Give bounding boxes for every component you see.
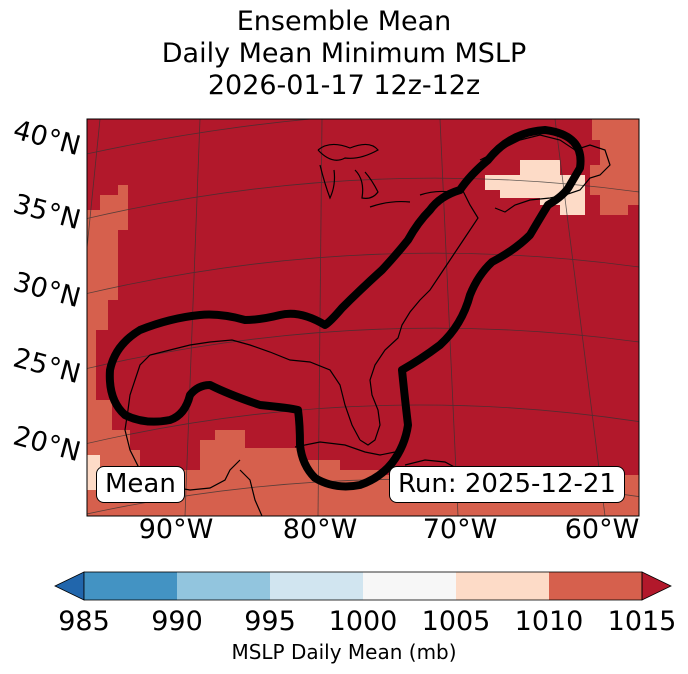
graticule-lon-100 bbox=[87, 119, 101, 253]
graticule-lon-70 bbox=[439, 119, 459, 516]
pressure-field-1005-1010-west bbox=[87, 185, 128, 360]
colorbar-tick-1005: 1005 bbox=[421, 606, 491, 637]
colorbar-bin-1005-1010 bbox=[456, 572, 549, 600]
colorbar-extend-min bbox=[54, 571, 85, 601]
colorbar-tick-995: 995 bbox=[244, 606, 296, 637]
pressure-field-1005-1010-northeast bbox=[590, 119, 639, 215]
colorbar-bin-1010-1015 bbox=[549, 572, 642, 600]
graticule-lat-40 bbox=[87, 119, 316, 155]
cuba-coast bbox=[294, 441, 396, 456]
title-line-1: Ensemble Mean bbox=[236, 6, 452, 37]
yucatan-coast bbox=[239, 469, 263, 516]
colorbar-bin-990-995 bbox=[177, 572, 270, 600]
colorbar-tick-990: 990 bbox=[151, 606, 203, 637]
title-line-3: 2026-01-17 12z-12z bbox=[207, 70, 481, 101]
great-lakes-michigan bbox=[319, 164, 336, 200]
graticule-lat-30 bbox=[87, 252, 639, 294]
maritime-coast bbox=[479, 134, 611, 213]
colorbar bbox=[54, 571, 672, 601]
graticule-lat-20 bbox=[87, 404, 639, 444]
coastlines bbox=[124, 134, 611, 516]
colorbar-extend-max bbox=[641, 571, 672, 601]
colorbar-label: MSLP Daily Mean (mb) bbox=[231, 640, 457, 664]
colorbar-frame bbox=[83, 571, 643, 601]
great-lakes-erie bbox=[369, 200, 411, 208]
great-lakes-huron bbox=[354, 169, 379, 199]
colorbar-tick-1015: 1015 bbox=[607, 606, 677, 637]
pressure-field-1005-1010-gulf bbox=[87, 360, 140, 470]
lon-label-60: 60°W bbox=[564, 514, 640, 545]
map-panel bbox=[87, 119, 639, 516]
graticule-lon-80 bbox=[317, 119, 323, 516]
title-line-2: Daily Mean Minimum MSLP bbox=[161, 38, 527, 69]
colorbar-tick-1000: 1000 bbox=[328, 606, 398, 637]
colorbar-tick-1010: 1010 bbox=[514, 606, 584, 637]
great-lakes-superior bbox=[317, 143, 379, 161]
pressure-contour bbox=[105, 126, 585, 491]
mean-label-box: Mean bbox=[96, 466, 185, 503]
map-frame bbox=[86, 118, 640, 517]
colorbar-bin-985-990 bbox=[84, 572, 177, 600]
atlantic-coast bbox=[359, 184, 479, 446]
colorbar-bin-1000-1005 bbox=[363, 572, 456, 600]
lon-label-80: 80°W bbox=[282, 514, 358, 545]
run-date-label-box: Run: 2025-12-21 bbox=[389, 466, 625, 503]
graticule-lat-35 bbox=[87, 177, 639, 219]
colorbar-tick-985: 985 bbox=[58, 606, 110, 637]
lon-label-90: 90°W bbox=[138, 514, 214, 545]
lon-label-70: 70°W bbox=[422, 514, 498, 545]
colorbar-bin-995-1000 bbox=[270, 572, 363, 600]
graticule-lat-25 bbox=[87, 327, 639, 369]
graticule-lon-60 bbox=[554, 119, 606, 516]
